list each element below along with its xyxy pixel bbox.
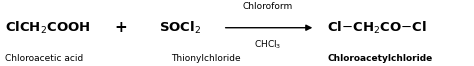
Text: Thionylchloride: Thionylchloride <box>171 54 240 63</box>
Text: Cl$-$CH$_2$CO$-$Cl: Cl$-$CH$_2$CO$-$Cl <box>327 20 427 36</box>
Text: Chloroacetylchloride: Chloroacetylchloride <box>327 54 432 63</box>
Text: CHCl$_3$: CHCl$_3$ <box>254 39 282 51</box>
Text: ClCH$_2$COOH: ClCH$_2$COOH <box>5 20 91 36</box>
Text: SOCl$_2$: SOCl$_2$ <box>159 20 201 36</box>
Text: Chloroform: Chloroform <box>243 2 293 11</box>
Text: +: + <box>115 20 127 35</box>
Text: Chloroacetic acid: Chloroacetic acid <box>5 54 83 63</box>
